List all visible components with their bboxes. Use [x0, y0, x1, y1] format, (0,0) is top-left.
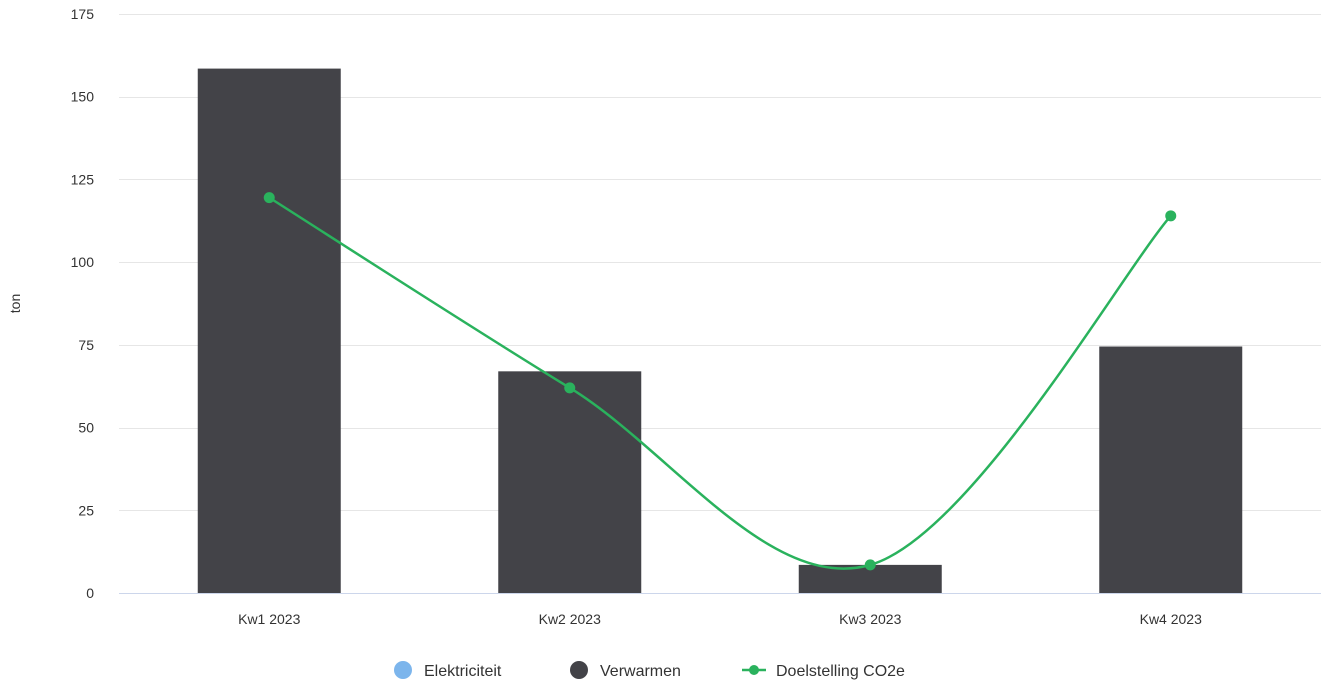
y-tick-label: 50	[78, 420, 94, 436]
x-tick-label: Kw2 2023	[539, 611, 601, 627]
y-tick-label: 25	[78, 502, 94, 518]
legend-label: Doelstelling CO2e	[776, 663, 905, 680]
y-tick-label: 150	[71, 89, 95, 105]
y-tick-label: 100	[71, 254, 95, 270]
target-line-point[interactable]	[564, 382, 576, 394]
legend-symbol	[394, 661, 412, 679]
x-tick-label: Kw1 2023	[238, 611, 300, 627]
legend-item[interactable]: Elektriciteit	[394, 661, 502, 680]
bars	[197, 68, 1243, 593]
x-axis-ticks: Kw1 2023 Kw2 2023 Kw3 2023 Kw4 2023	[238, 611, 1202, 627]
legend-label: Verwarmen	[600, 663, 681, 680]
legend-item[interactable]: Doelstelling CO2e	[742, 663, 905, 680]
bar[interactable]	[197, 68, 341, 593]
target-line-point[interactable]	[263, 192, 275, 204]
legend-item[interactable]: Verwarmen	[570, 661, 681, 680]
legend-symbol	[570, 661, 588, 679]
x-tick-label: Kw4 2023	[1140, 611, 1202, 627]
legend[interactable]: Elektriciteit Verwarmen Doelstelling CO2e	[394, 661, 905, 680]
target-line-point[interactable]	[1165, 210, 1177, 222]
y-tick-label: 75	[78, 337, 94, 353]
y-tick-label: 175	[71, 6, 95, 22]
bar[interactable]	[1099, 346, 1243, 593]
target-line-point[interactable]	[864, 559, 876, 571]
y-tick-label: 0	[86, 585, 94, 601]
x-tick-label: Kw3 2023	[839, 611, 901, 627]
y-axis-ticks: 0 25 50 75 100 125 150 175	[71, 6, 95, 601]
bar[interactable]	[498, 371, 642, 593]
target-line-path	[268, 196, 1172, 570]
target-line	[263, 192, 1177, 571]
y-tick-label: 125	[71, 171, 95, 187]
y-axis-title: ton	[7, 294, 23, 313]
legend-point-marker	[749, 665, 759, 675]
legend-label: Elektriciteit	[424, 663, 502, 680]
